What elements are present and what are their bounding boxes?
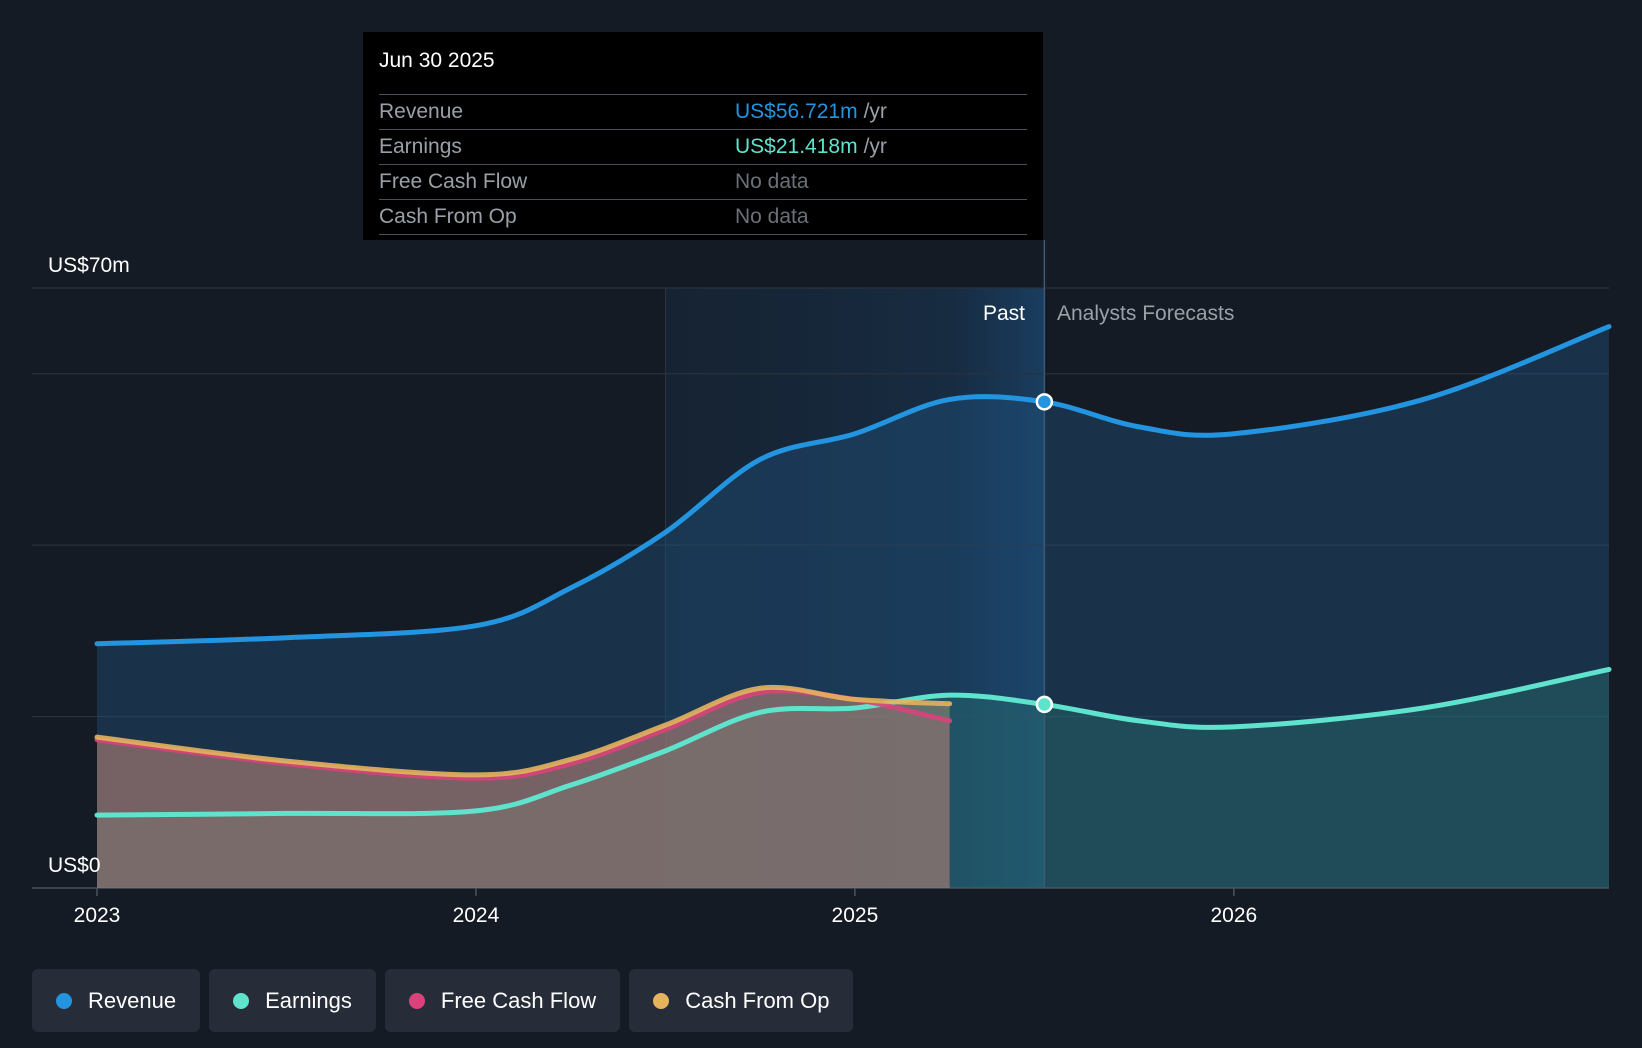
past-label: Past [983, 302, 1025, 325]
cash-from-op-dot-icon [653, 992, 670, 1009]
revenue-area [97, 326, 1609, 889]
tooltip-label: Revenue [379, 100, 464, 123]
cash-from-op-line [94, 684, 953, 778]
past-cash-overlay-area [97, 687, 950, 888]
revenue-marker [1035, 393, 1054, 411]
earnings-marker [1035, 695, 1054, 714]
tooltip-row-earnings: Earnings US$21.418m /yr [379, 129, 1027, 164]
tooltip-row-cash-from-op: Cash From Op No data [379, 199, 1027, 235]
legend-item-free-cash-flow[interactable]: Free Cash Flow [384, 969, 621, 1032]
tooltip-row-revenue: Revenue US$56.721m /yr [379, 94, 1027, 129]
tooltip-value: No data [735, 170, 809, 193]
legend-label: Revenue [88, 987, 177, 1013]
revenue-line [94, 324, 1612, 647]
x-tick-label: 2026 [1210, 904, 1257, 927]
legend-label: Free Cash Flow [440, 987, 597, 1013]
tooltip: Jun 30 2025 Revenue US$56.721m /yr Earni… [363, 32, 1043, 240]
x-tick-label: 2025 [832, 904, 879, 927]
y-axis-bottom-label: US$0 [48, 854, 101, 877]
revenue-dot-icon [56, 992, 72, 1009]
tooltip-unit: /yr [863, 135, 887, 158]
earnings-dot-icon [233, 992, 250, 1009]
tooltip-value: No data [735, 205, 809, 228]
legend: Revenue Earnings Free Cash Flow Cash Fro… [32, 969, 854, 1032]
tooltip-date: Jun 30 2025 [379, 49, 495, 72]
free-cash-flow-dot-icon [408, 992, 425, 1009]
tooltip-unit: /yr [863, 100, 887, 123]
tooltip-value: US$21.418m [735, 135, 858, 158]
earnings-line [94, 666, 1612, 818]
tooltip-value: US$56.721m [735, 100, 858, 123]
tooltip-label: Earnings [379, 135, 462, 158]
tooltip-row-free-cash-flow: Free Cash Flow No data [379, 164, 1027, 199]
past-highlight-band [665, 288, 1045, 888]
free-cash-flow-area [97, 690, 950, 888]
tooltip-label: Cash From Op [379, 205, 517, 228]
legend-item-earnings[interactable]: Earnings [209, 969, 376, 1032]
earnings-area [97, 669, 1609, 888]
x-tick-label: 2024 [453, 904, 500, 927]
y-axis-top-label: US$70m [48, 254, 130, 277]
legend-item-cash-from-op[interactable]: Cash From Op [629, 969, 854, 1032]
legend-label: Cash From Op [685, 987, 830, 1013]
cash-from-op-area [97, 687, 950, 888]
legend-label: Earnings [265, 987, 352, 1013]
forecast-label: Analysts Forecasts [1057, 302, 1234, 325]
legend-item-revenue[interactable]: Revenue [32, 969, 201, 1032]
x-tick-label: 2023 [74, 904, 121, 927]
tooltip-label: Free Cash Flow [379, 170, 528, 193]
